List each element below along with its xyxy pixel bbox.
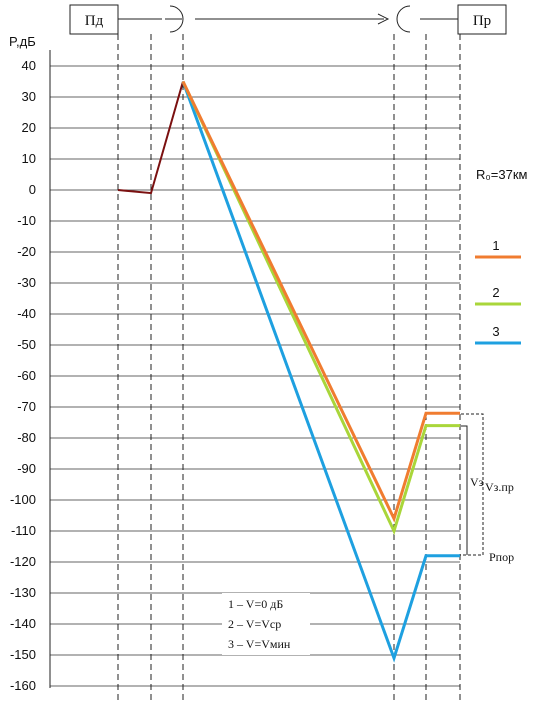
legend: 1 2 3 (475, 238, 521, 345)
transmitter-level-line (117, 81, 184, 195)
y-tick-label: -100 (10, 492, 36, 507)
series-line-2 (181, 80, 460, 536)
fade-margin-label: Vз (470, 475, 484, 489)
y-tick-label: -130 (10, 585, 36, 600)
receive-antenna-icon (396, 5, 411, 33)
y-tick-label: 0 (29, 182, 36, 197)
y-tick-label: -40 (17, 306, 36, 321)
legend-label-1: 1 (492, 238, 499, 253)
range-label: R₀=37км (476, 167, 528, 182)
arrow-head-icon (377, 13, 390, 25)
y-tick-labels: 40 30 20 10 0 -10 -20 -30 -40 -50 -60 -70 -80 -90 -100… (10, 58, 36, 693)
y-tick-label: -150 (10, 647, 36, 662)
note-2: 2 – V=Vср (228, 617, 281, 631)
y-tick-label: -20 (17, 244, 36, 259)
y-tick-label: -50 (17, 337, 36, 352)
vertical-reference-lines (49, 34, 461, 702)
note-1: 1 – V=0 дБ (228, 597, 283, 611)
transmitter-box (69, 4, 119, 35)
y-tick-label: 20 (22, 120, 36, 135)
y-tick-label: 40 (22, 58, 36, 73)
y-tick-label: -30 (17, 275, 36, 290)
y-tick-label: -90 (17, 461, 36, 476)
y-tick-label: -140 (10, 616, 36, 631)
transmit-antenna-icon (169, 5, 184, 33)
legend-label-2: 2 (492, 285, 499, 300)
transmission-line (118, 5, 458, 33)
receiver-label: Пр (473, 13, 491, 29)
y-tick-label: 10 (22, 151, 36, 166)
threshold-power-label: Pпор (489, 550, 514, 564)
note-3: 3 – V=Vмин (228, 637, 291, 651)
y-tick-label: 30 (22, 89, 36, 104)
y-tick-label: -60 (17, 368, 36, 383)
series-lines (117, 80, 460, 663)
series-line-3 (181, 80, 460, 663)
y-tick-label: -10 (17, 213, 36, 228)
y-tick-label: -110 (11, 523, 36, 538)
transmitter-label: Пд (85, 13, 104, 29)
y-tick-label: -160 (10, 678, 36, 693)
margin-brackets (460, 413, 484, 556)
reduced-margin-label: Vз.пр (485, 480, 514, 494)
y-tick-label: -120 (10, 554, 36, 569)
y-tick-label: -80 (17, 430, 36, 445)
y-tick-label: -70 (17, 399, 36, 414)
legend-label-3: 3 (492, 324, 499, 339)
series-line-1 (181, 80, 460, 523)
notes-background (222, 593, 310, 655)
y-axis-label: P,дБ (9, 34, 36, 49)
